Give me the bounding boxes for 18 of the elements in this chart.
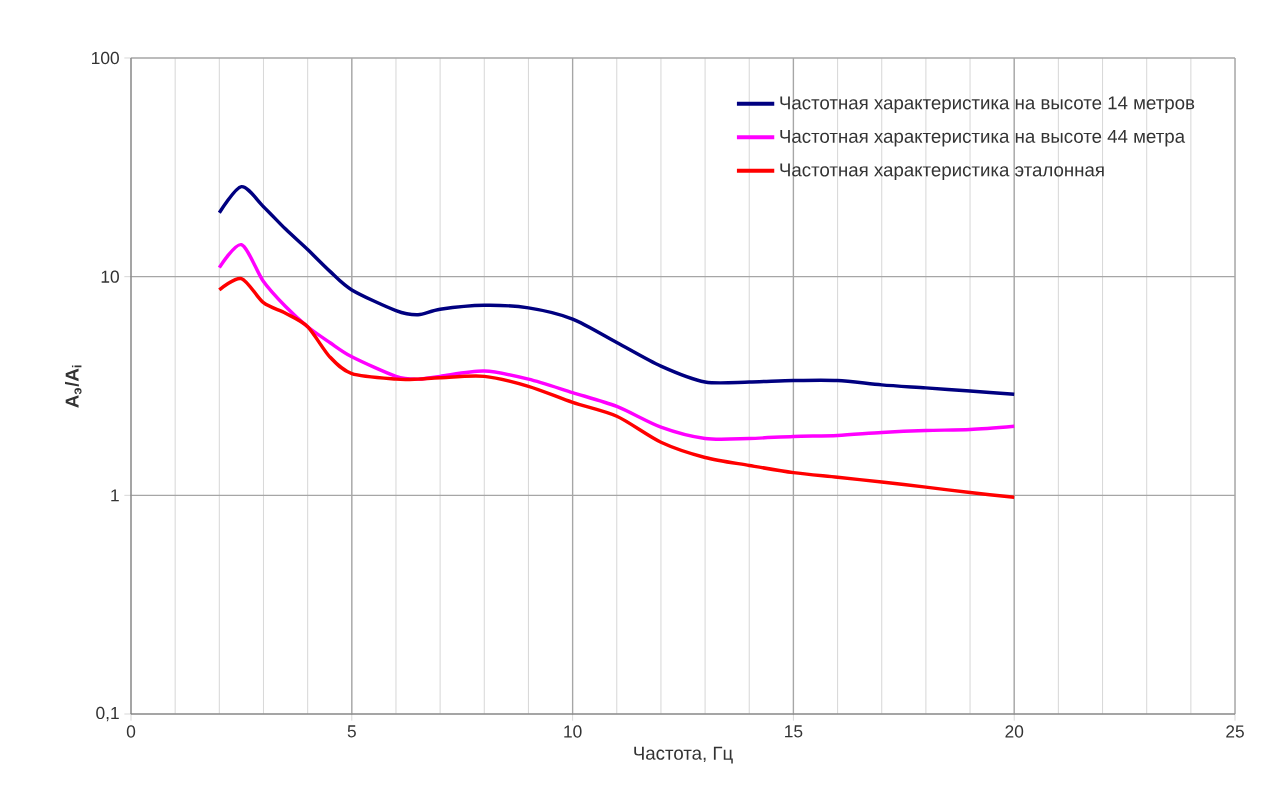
line-series [217, 276, 1016, 499]
x-tick-label: 10 [564, 725, 582, 738]
line-series [217, 184, 1016, 396]
legend-label: Частотная характеристика на высоте 14 метров [780, 96, 1195, 114]
y-tick-label: 100 [92, 51, 119, 65]
x-tick-label: 25 [1226, 725, 1244, 738]
x-tick-label: 5 [347, 725, 356, 738]
x-tick-label: 20 [1005, 725, 1024, 738]
legend-label: Частотная характеристика на высоте 44 метра [780, 129, 1186, 147]
y-tick-label: 10 [101, 270, 119, 283]
y-tick-label: 1 [111, 489, 119, 502]
x-axis-title: Частота, Гц [634, 746, 733, 764]
x-tick-label: 15 [785, 725, 803, 738]
line-series [217, 242, 1016, 441]
y-tick-label: 0,1 [96, 706, 119, 722]
y-axis-title: A$_{э}$/A$_{i}$ [65, 365, 82, 408]
x-tick-label: 0 [126, 725, 136, 738]
legend-label: Частотная характеристика эталонная [780, 163, 1104, 181]
